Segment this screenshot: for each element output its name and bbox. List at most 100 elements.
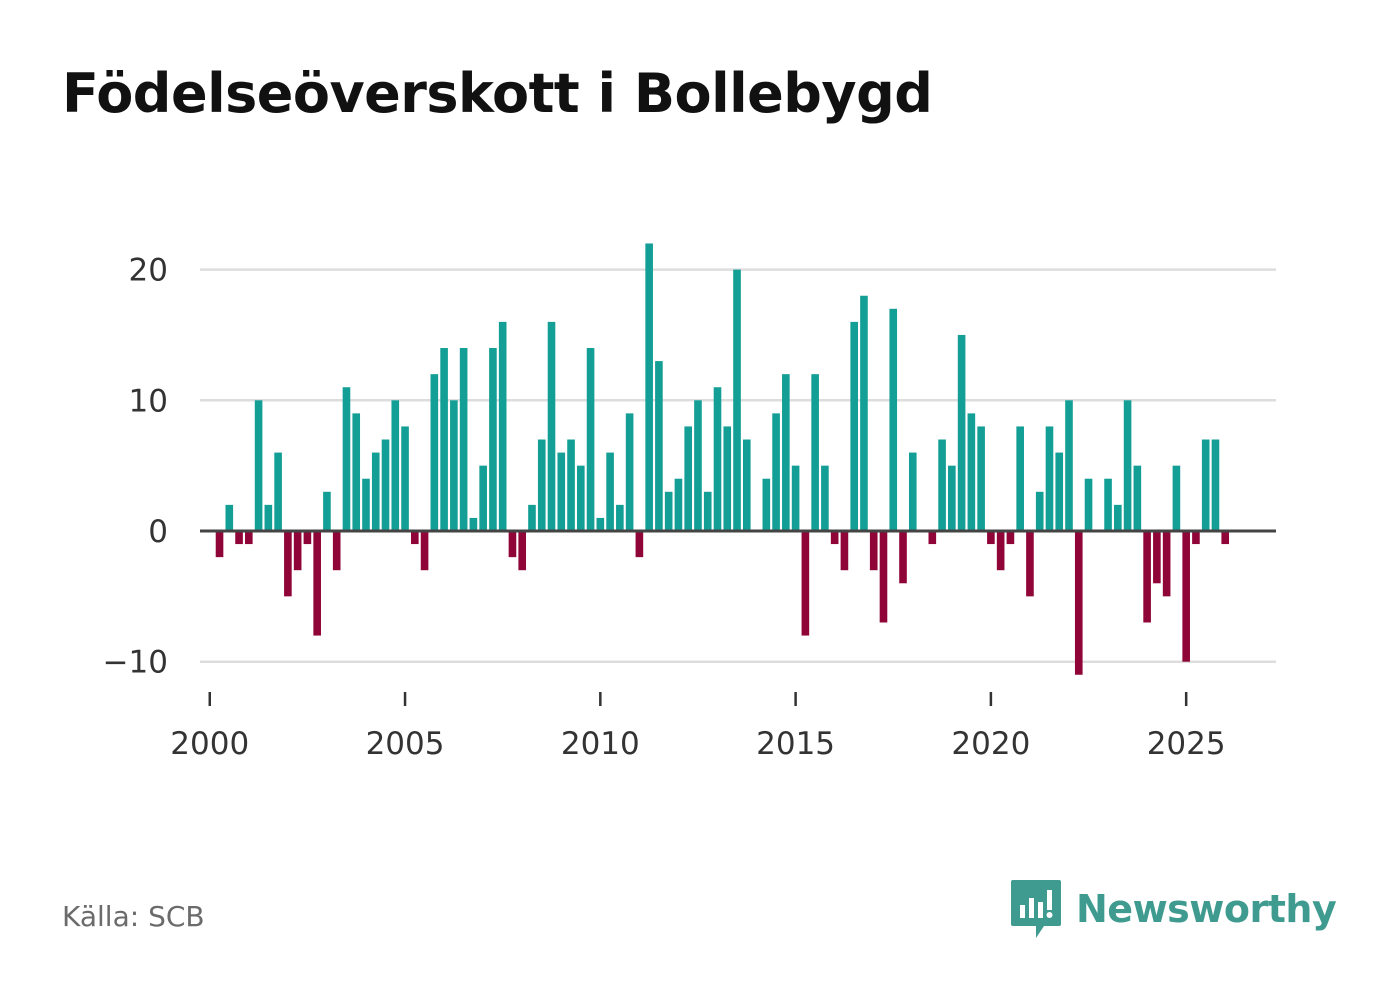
bar-negative bbox=[635, 531, 644, 558]
bar-positive bbox=[674, 478, 683, 531]
bar-negative bbox=[245, 531, 253, 545]
bar-positive bbox=[528, 504, 536, 531]
bar-negative bbox=[1006, 531, 1015, 545]
bar-negative bbox=[879, 531, 888, 623]
bar-positive bbox=[1104, 478, 1112, 531]
bar-positive bbox=[948, 465, 956, 531]
y-tick-label: 0 bbox=[148, 514, 168, 550]
bar-negative bbox=[899, 531, 907, 584]
bar-positive bbox=[576, 465, 585, 531]
bar-positive bbox=[1065, 400, 1073, 531]
bar-negative bbox=[1143, 531, 1151, 623]
bar-positive bbox=[860, 295, 868, 531]
bar-negative bbox=[840, 531, 849, 571]
bar-positive bbox=[791, 465, 800, 531]
bar-negative bbox=[293, 531, 302, 571]
bar-positive bbox=[557, 452, 566, 531]
bar-positive bbox=[362, 478, 370, 531]
bar-negative bbox=[1153, 531, 1161, 584]
bar-positive bbox=[684, 426, 693, 531]
bar-positive bbox=[1084, 478, 1093, 531]
bar-positive bbox=[498, 321, 507, 531]
x-tick-label: 2020 bbox=[951, 726, 1030, 762]
bar-positive bbox=[254, 400, 263, 531]
bar-positive bbox=[459, 348, 468, 531]
y-tick-label: 20 bbox=[129, 253, 168, 289]
brand-name: Newsworthy bbox=[1076, 887, 1337, 931]
source-label: Källa: SCB bbox=[62, 900, 205, 933]
bar-negative bbox=[1221, 531, 1230, 545]
bar-positive bbox=[401, 426, 409, 531]
x-tick-label: 2015 bbox=[756, 726, 835, 762]
bar-positive bbox=[323, 491, 331, 531]
bar-positive bbox=[391, 400, 400, 531]
bar-positive bbox=[977, 426, 985, 531]
bar-negative bbox=[1182, 531, 1190, 662]
bar-positive bbox=[274, 452, 282, 531]
bar-negative bbox=[830, 531, 839, 545]
bar-positive bbox=[469, 517, 478, 531]
bar-positive bbox=[733, 269, 741, 531]
x-tick-label: 2005 bbox=[366, 726, 445, 762]
bar-positive bbox=[606, 452, 614, 531]
bar-negative bbox=[928, 531, 937, 545]
x-tick-label: 2025 bbox=[1147, 726, 1226, 762]
bar-positive bbox=[938, 439, 946, 531]
bar-positive bbox=[703, 491, 712, 531]
x-tick-label: 2000 bbox=[170, 726, 249, 762]
y-tick-label: 10 bbox=[129, 383, 168, 419]
x-tick-label: 2010 bbox=[561, 726, 640, 762]
bar-negative bbox=[215, 531, 224, 558]
bar-positive bbox=[352, 413, 361, 531]
bar-positive bbox=[381, 439, 390, 531]
bar-positive bbox=[586, 348, 595, 531]
bar-positive bbox=[616, 504, 624, 531]
bar-negative bbox=[1192, 531, 1200, 545]
y-tick-label: −10 bbox=[103, 645, 168, 681]
bar-positive bbox=[225, 504, 234, 531]
bar-positive bbox=[850, 321, 859, 531]
bar-positive bbox=[772, 413, 780, 531]
bar-positive bbox=[1201, 439, 1210, 531]
brand-logo: Newsworthy bbox=[1010, 878, 1337, 940]
bar-positive bbox=[342, 387, 351, 531]
bar-positive bbox=[889, 308, 898, 531]
bar-positive bbox=[811, 374, 819, 531]
bar-positive bbox=[371, 452, 380, 531]
bar-positive bbox=[625, 413, 634, 531]
bar-negative bbox=[508, 531, 517, 558]
bar-positive bbox=[967, 413, 976, 531]
bar-positive bbox=[723, 426, 732, 531]
bar-positive bbox=[1211, 439, 1220, 531]
bar-negative bbox=[313, 531, 321, 636]
bar-negative bbox=[1162, 531, 1171, 597]
bar-positive bbox=[1133, 465, 1142, 531]
bar-negative bbox=[1026, 531, 1034, 597]
bar-negative bbox=[996, 531, 1005, 571]
bar-negative bbox=[869, 531, 878, 571]
bar-positive bbox=[430, 374, 439, 531]
bar-positive bbox=[489, 348, 497, 531]
bar-negative bbox=[303, 531, 312, 545]
bar-positive bbox=[567, 439, 575, 531]
bar-positive bbox=[713, 387, 722, 531]
bar-negative bbox=[235, 531, 243, 545]
bar-positive bbox=[742, 439, 751, 531]
bar-negative bbox=[420, 531, 429, 571]
bar-positive bbox=[264, 504, 273, 531]
bar-positive bbox=[908, 452, 917, 531]
bar-negative bbox=[284, 531, 292, 597]
bar-positive bbox=[821, 465, 829, 531]
bar-positive bbox=[782, 374, 790, 531]
bar-positive bbox=[957, 334, 966, 531]
bar-positive bbox=[537, 439, 546, 531]
bar-positive bbox=[547, 321, 556, 531]
bar-positive bbox=[450, 400, 458, 531]
bar-positive bbox=[1045, 426, 1054, 531]
bar-positive bbox=[655, 361, 663, 531]
bar-positive bbox=[1035, 491, 1044, 531]
bar-positive bbox=[479, 465, 487, 531]
bar-negative bbox=[801, 531, 810, 636]
bar-negative bbox=[518, 531, 527, 571]
